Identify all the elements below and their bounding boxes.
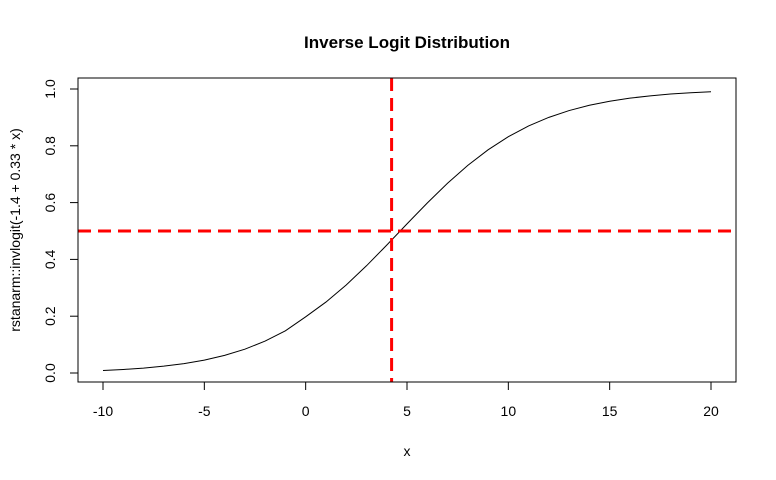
series-line-0 [102, 91, 712, 371]
x-tick-label: 10 [501, 403, 517, 419]
x-tick-label: 20 [703, 403, 719, 419]
x-tick-label: 5 [403, 403, 411, 419]
x-axis-label: x [404, 443, 411, 459]
y-tick-label: 0.2 [42, 306, 58, 326]
y-tick-label: 0.0 [42, 363, 58, 383]
x-tick-label: -10 [93, 403, 113, 419]
x-axis: -10 -5 0 5 10 15 20 [93, 381, 719, 419]
y-tick-label: 0.4 [42, 249, 58, 269]
plot-area [78, 78, 736, 382]
y-tick-label: 0.6 [42, 193, 58, 213]
y-axis-label: rstanarm::invlogit(-1.4 + 0.33 * x) [7, 128, 23, 331]
y-tick-label: 0.8 [42, 136, 58, 156]
x-tick-label: 0 [302, 403, 310, 419]
y-axis: 0.0 0.2 0.4 0.6 0.8 1.0 [42, 79, 79, 383]
x-tick-label: 15 [602, 403, 618, 419]
x-tick-label: -5 [198, 403, 211, 419]
chart-title: Inverse Logit Distribution [304, 33, 510, 52]
y-tick-label: 1.0 [42, 79, 58, 99]
